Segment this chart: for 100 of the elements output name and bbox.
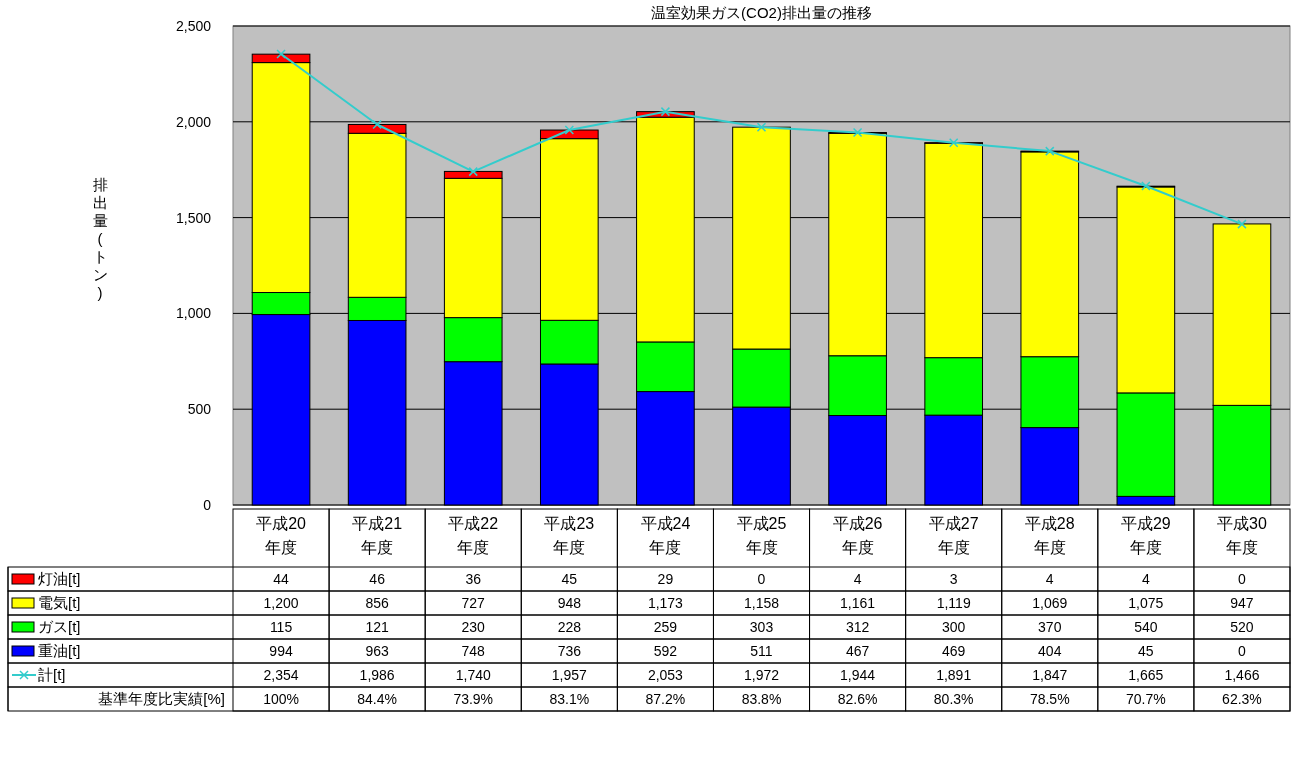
data-label: 467 bbox=[845, 643, 870, 659]
data-label: 592 bbox=[653, 643, 678, 659]
y-tick-label: 2,000 bbox=[175, 113, 212, 130]
data-label: 45 bbox=[1138, 643, 1154, 659]
data-label: 44 bbox=[273, 571, 290, 587]
x-tick-label: 平成26 年度 bbox=[832, 515, 883, 556]
data-label: 511 bbox=[750, 643, 773, 659]
bar bbox=[443, 317, 503, 363]
bar bbox=[443, 170, 503, 179]
x-tick-label: 平成23 年度 bbox=[544, 515, 595, 556]
data-label: 300 bbox=[942, 619, 966, 635]
point bbox=[660, 106, 671, 117]
text: 84.4% bbox=[357, 691, 397, 707]
x-tick-label: 平成30 年度 bbox=[1217, 515, 1267, 556]
data-label: 4 bbox=[853, 571, 862, 587]
data-label: 0 bbox=[1238, 571, 1247, 587]
point bbox=[948, 137, 959, 148]
bar bbox=[636, 341, 695, 393]
data-label: 4 bbox=[1141, 571, 1150, 587]
x-tick-label: 平成29 年度 bbox=[1120, 515, 1171, 556]
data-label: 1,075 bbox=[1128, 595, 1164, 611]
data-label: 1,158 bbox=[743, 595, 780, 611]
data-label: 1,161 bbox=[840, 595, 876, 611]
x-tick-label: 平成24 年度 bbox=[640, 515, 691, 556]
x-tick-label: 平成27 年度 bbox=[928, 515, 979, 556]
data-label: 1,173 bbox=[647, 595, 684, 611]
data-label: 1,069 bbox=[1032, 595, 1068, 611]
point bbox=[276, 49, 286, 59]
text: 83.1% bbox=[549, 691, 590, 707]
data-label: 1,986 bbox=[359, 667, 395, 683]
data-label: 312 bbox=[845, 619, 870, 635]
y-tick-label: 2,500 bbox=[175, 18, 212, 34]
data-label: 2,354 bbox=[263, 667, 299, 683]
y-tick-label: 1,500 bbox=[175, 209, 212, 226]
data-label: 404 bbox=[1038, 643, 1062, 659]
data-label: 4 bbox=[1045, 571, 1054, 587]
data-label: 540 bbox=[1134, 619, 1158, 635]
legend-label: ガス[t] bbox=[38, 618, 81, 635]
legend-label: 灯油[t] bbox=[38, 570, 81, 587]
point bbox=[1237, 219, 1247, 229]
data-label: 259 bbox=[653, 619, 678, 635]
data-label: 228 bbox=[557, 619, 582, 635]
data-label: 1,665 bbox=[1128, 667, 1164, 683]
point bbox=[468, 166, 478, 177]
point bbox=[756, 122, 767, 132]
data-label: 0 bbox=[757, 571, 766, 587]
point bbox=[564, 125, 575, 135]
data-label: 520 bbox=[1230, 619, 1254, 635]
y-tick-label: 1,000 bbox=[175, 305, 212, 322]
data-label: 727 bbox=[461, 595, 486, 611]
data-label: 45 bbox=[561, 571, 578, 587]
data-label: 0 bbox=[1238, 643, 1247, 659]
text: 78.5% bbox=[1029, 691, 1070, 707]
data-label: 121 bbox=[365, 619, 390, 635]
data-label: 29 bbox=[657, 571, 674, 587]
data-label: 947 bbox=[1230, 595, 1254, 611]
point bbox=[1141, 181, 1151, 191]
text: 87.2% bbox=[645, 691, 686, 707]
y-tick-label: 500 bbox=[187, 401, 212, 418]
data-label: 1,740 bbox=[455, 667, 491, 683]
legend-label: 重油[t] bbox=[38, 642, 81, 659]
legend-label: 電気[t] bbox=[38, 594, 81, 611]
data-label: 1,972 bbox=[743, 667, 780, 683]
x-tick-label: 平成28 年度 bbox=[1024, 515, 1075, 556]
x-tick-label: 平成20 年度 bbox=[256, 515, 307, 556]
text: 基準年度比実績[%] bbox=[98, 690, 225, 707]
legend-label: 計[t] bbox=[38, 666, 66, 683]
y-tick-label: 0 bbox=[203, 497, 212, 513]
text: 70.7% bbox=[1126, 691, 1166, 707]
point bbox=[372, 119, 382, 130]
data-label: 748 bbox=[461, 643, 486, 659]
x-tick-label: 平成22 年度 bbox=[448, 515, 499, 556]
data-label: 1,466 bbox=[1224, 667, 1260, 683]
text: 80.3% bbox=[933, 691, 974, 707]
text: 82.6% bbox=[837, 691, 878, 707]
data-label: 3 bbox=[949, 571, 958, 587]
data-label: 1,944 bbox=[840, 667, 876, 683]
text: 83.8% bbox=[741, 691, 782, 707]
data-label: 469 bbox=[942, 643, 966, 659]
point bbox=[852, 127, 863, 138]
data-label: 1,957 bbox=[551, 667, 588, 683]
data-label: 36 bbox=[465, 571, 482, 587]
bar bbox=[539, 319, 599, 365]
text: 73.9% bbox=[453, 691, 494, 707]
data-label: 1,847 bbox=[1032, 667, 1068, 683]
data-label: 1,891 bbox=[936, 667, 972, 683]
y-axis-title: 排出量(トン) bbox=[92, 176, 108, 301]
data-label: 1,119 bbox=[936, 595, 971, 611]
data-label: 370 bbox=[1038, 619, 1062, 635]
data-label: 46 bbox=[369, 571, 386, 587]
data-label: 1,200 bbox=[263, 595, 299, 611]
data-label: 2,053 bbox=[647, 667, 684, 683]
bar bbox=[732, 348, 791, 408]
x-tick-label: 平成21 年度 bbox=[352, 515, 403, 556]
data-label: 303 bbox=[749, 619, 774, 635]
data-label: 948 bbox=[557, 595, 582, 611]
data-label: 115 bbox=[269, 619, 293, 635]
point bbox=[1045, 146, 1055, 156]
x-tick-label: 平成25 年度 bbox=[736, 515, 787, 556]
data-label: 963 bbox=[365, 643, 390, 659]
